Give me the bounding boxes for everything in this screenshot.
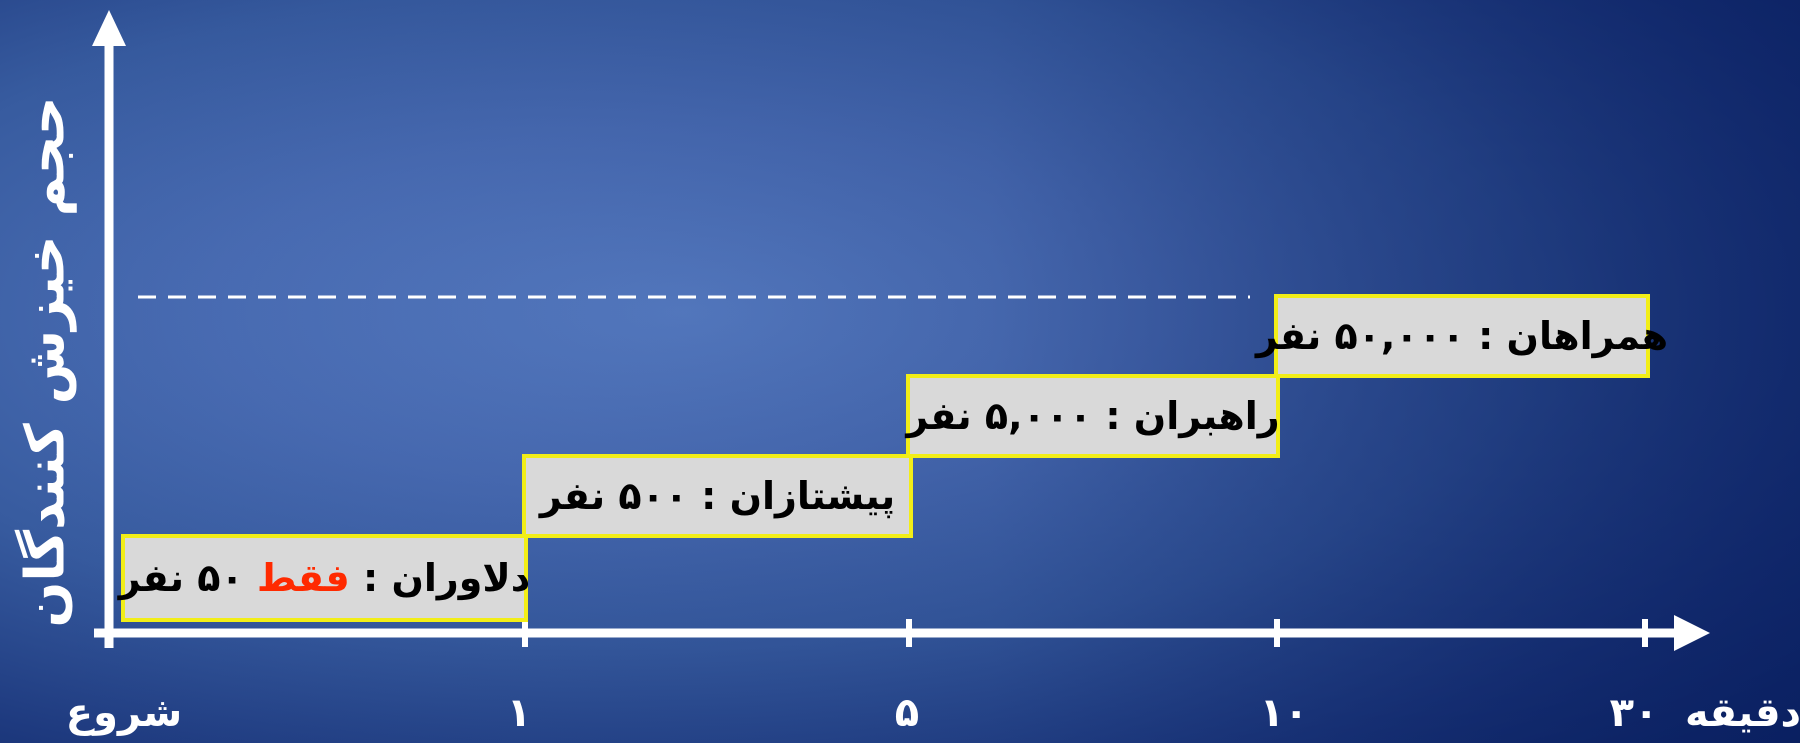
step-label-highlight: فقط bbox=[256, 556, 350, 600]
x-axis-arrowhead bbox=[1674, 615, 1710, 651]
step-label-pioneers: پیشتازان : ۵۰۰ نفر bbox=[539, 474, 896, 518]
x-tick-label-30: ۳۰ bbox=[1609, 690, 1659, 736]
step-label-brave: دلاوران : فقط ۵۰ نفر bbox=[118, 556, 531, 600]
y-axis-title: حجم خیزش کنندگان bbox=[13, 96, 77, 628]
x-axis-unit-label: دقیقه bbox=[1684, 690, 1800, 736]
x-tick-label-10: ۱۰ bbox=[1259, 690, 1309, 736]
x-tick-label-5: ۵ bbox=[894, 690, 920, 736]
step-box-pioneers: پیشتازان : ۵۰۰ نفر bbox=[522, 454, 913, 538]
x-tick-label-start: شروع bbox=[65, 690, 183, 736]
step-box-companions: همراهان : ۵۰,۰۰۰ نفر bbox=[1256, 294, 1668, 378]
step-box-brave: دلاوران : فقط ۵۰ نفر bbox=[118, 534, 531, 622]
step-box-leaders: راهبران : ۵,۰۰۰ نفر bbox=[906, 374, 1280, 458]
step-label-leaders: راهبران : ۵,۰۰۰ نفر bbox=[906, 394, 1280, 438]
step-label-companions: همراهان : ۵۰,۰۰۰ نفر bbox=[1255, 314, 1669, 358]
x-tick-label-1: ۱ bbox=[506, 690, 532, 736]
y-axis-arrowhead bbox=[92, 10, 126, 46]
